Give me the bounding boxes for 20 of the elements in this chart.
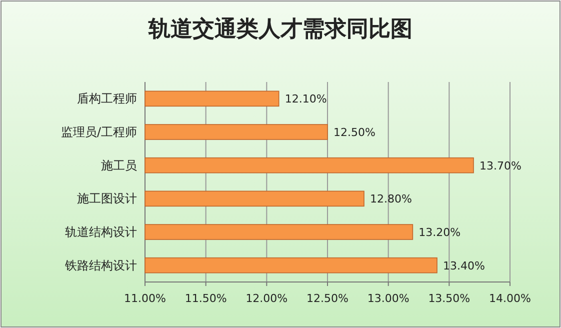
y-tick-label: 铁路结构设计 — [64, 258, 137, 272]
data-label: 12.10% — [284, 92, 327, 106]
data-label: 12.80% — [370, 192, 412, 206]
x-tick-label: 13.50% — [428, 292, 470, 305]
x-tick-label: 14.00% — [489, 292, 531, 305]
data-label: 13.40% — [443, 259, 485, 272]
y-tick-label: 盾构工程师 — [77, 92, 137, 106]
y-tick-label: 施工员 — [101, 158, 137, 172]
x-tick-label: 11.00% — [124, 292, 166, 305]
x-tick-label: 12.00% — [246, 292, 288, 305]
y-tick-label: 施工图设计 — [77, 192, 137, 206]
data-label: 13.20% — [418, 226, 461, 239]
x-tick-label: 13.00% — [367, 292, 410, 305]
y-tick-label: 轨道结构设计 — [65, 225, 137, 239]
y-tick-label: 监理员/工程师 — [60, 125, 137, 139]
x-tick-label: 12.50% — [306, 292, 348, 305]
x-tick-label: 11.50% — [184, 292, 227, 305]
data-label: 12.50% — [334, 126, 376, 139]
chart-title: 轨道交通类人才需求同比图 — [148, 16, 412, 42]
data-label: 13.70% — [480, 159, 522, 172]
